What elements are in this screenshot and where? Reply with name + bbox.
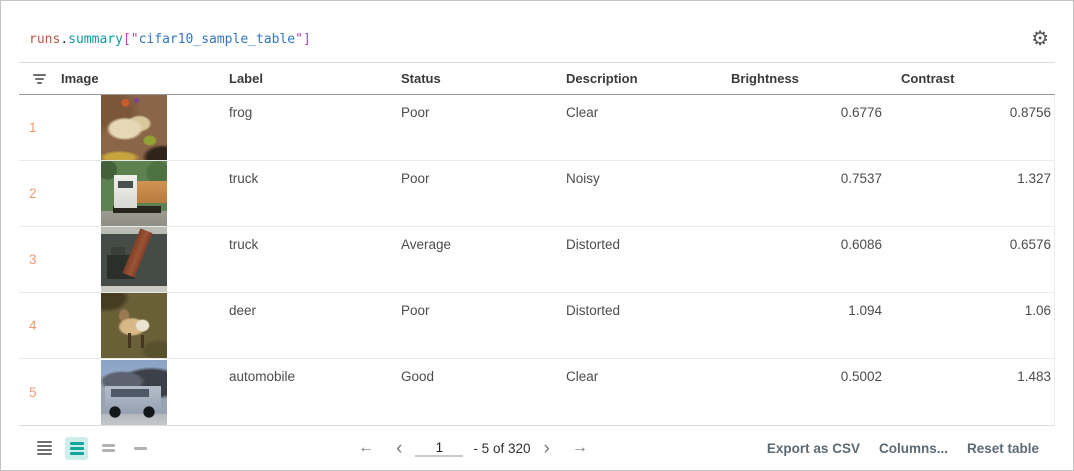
column-header-brightness[interactable]: Brightness — [731, 71, 799, 86]
row-height-medium-icon[interactable] — [65, 436, 88, 460]
contrast-cell: 1.327 — [1017, 171, 1051, 186]
page-number-input[interactable] — [415, 439, 464, 457]
code-title: runs.summary["cifar10_sample_table"] — [29, 31, 311, 47]
reset-table-button[interactable]: Reset table — [966, 440, 1039, 456]
table-footer: ← ‹ - 5 of 320 › → Export as CSV Columns… — [19, 425, 1055, 470]
contrast-cell: 0.8756 — [1009, 105, 1051, 120]
image-thumbnail-log-truck[interactable] — [100, 227, 167, 292]
label-cell: deer — [229, 303, 257, 318]
table-row: 1 frog Poor Clear 0.6776 0.8756 — [19, 95, 1054, 161]
label-cell: frog — [229, 105, 253, 120]
brightness-cell: 0.6086 — [840, 237, 882, 252]
page-range-label: - 5 of 320 — [473, 440, 531, 456]
pagination: ← ‹ - 5 of 320 › → — [349, 439, 597, 458]
first-page-icon[interactable]: ← — [358, 439, 375, 456]
row-index: 2 — [29, 186, 37, 201]
description-cell: Distorted — [566, 303, 621, 318]
settings-gear-icon[interactable]: ⚙ — [1031, 28, 1049, 50]
title-divider — [19, 62, 1055, 63]
table-row: 4 deer Poor Distorted 1.094 1.06 — [19, 293, 1054, 359]
status-cell: Poor — [401, 105, 430, 120]
label-cell: automobile — [229, 369, 296, 384]
column-header-status[interactable]: Status — [401, 71, 441, 86]
table-header-row: Image Label Status Description Brightnes… — [19, 63, 1055, 95]
table-row: 2 truck Poor Noisy 0.7537 1.327 — [19, 161, 1054, 227]
column-header-contrast[interactable]: Contrast — [901, 71, 955, 86]
status-cell: Average — [401, 237, 452, 252]
description-cell: Noisy — [566, 171, 600, 186]
contrast-cell: 1.483 — [1017, 369, 1051, 384]
table-row: 3 truck Average Distorted 0.6086 0.6576 — [19, 227, 1054, 293]
last-page-icon[interactable]: → — [571, 439, 588, 456]
row-index: 1 — [29, 120, 37, 135]
brightness-cell: 1.094 — [848, 303, 882, 318]
row-index: 3 — [29, 252, 37, 267]
columns-button[interactable]: Columns... — [878, 440, 948, 456]
image-thumbnail-automobile[interactable] — [100, 359, 167, 425]
image-thumbnail-truck[interactable] — [100, 161, 167, 226]
status-cell: Poor — [401, 303, 430, 318]
contrast-cell: 1.06 — [1024, 303, 1051, 318]
row-height-huge-icon[interactable] — [129, 437, 152, 460]
label-cell: truck — [229, 237, 259, 252]
next-page-icon[interactable]: › — [543, 437, 550, 459]
row-height-toggle-group — [19, 436, 179, 460]
column-header-label[interactable]: Label — [229, 71, 263, 86]
status-cell: Good — [401, 369, 435, 384]
description-cell: Clear — [566, 105, 599, 120]
previous-page-icon[interactable]: ‹ — [396, 437, 403, 459]
brightness-cell: 0.7537 — [840, 171, 882, 186]
row-index: 5 — [29, 384, 37, 400]
description-cell: Clear — [566, 369, 599, 384]
brightness-cell: 0.6776 — [840, 105, 882, 120]
filter-icon[interactable] — [19, 73, 51, 84]
table-row: 5 automobile Good Clear 0.5002 1.483 — [19, 359, 1054, 425]
contrast-cell: 0.6576 — [1009, 237, 1051, 252]
row-height-large-icon[interactable] — [97, 437, 120, 460]
image-thumbnail-deer[interactable] — [100, 293, 167, 358]
row-index: 4 — [29, 318, 37, 333]
column-header-description[interactable]: Description — [566, 71, 638, 86]
description-cell: Distorted — [566, 237, 621, 252]
brightness-cell: 0.5002 — [840, 369, 882, 384]
table-body: 1 frog Poor Clear 0.6776 0.8756 2 truck … — [19, 95, 1055, 425]
row-height-small-icon[interactable] — [33, 437, 56, 460]
export-csv-button[interactable]: Export as CSV — [766, 440, 860, 456]
panel-title-bar: runs.summary["cifar10_sample_table"] ⚙ — [1, 1, 1073, 63]
label-cell: truck — [229, 171, 259, 186]
footer-actions: Export as CSV Columns... Reset table — [767, 441, 1055, 456]
image-thumbnail-frog[interactable] — [100, 95, 167, 160]
column-header-image[interactable]: Image — [61, 71, 99, 86]
status-cell: Poor — [401, 171, 430, 186]
